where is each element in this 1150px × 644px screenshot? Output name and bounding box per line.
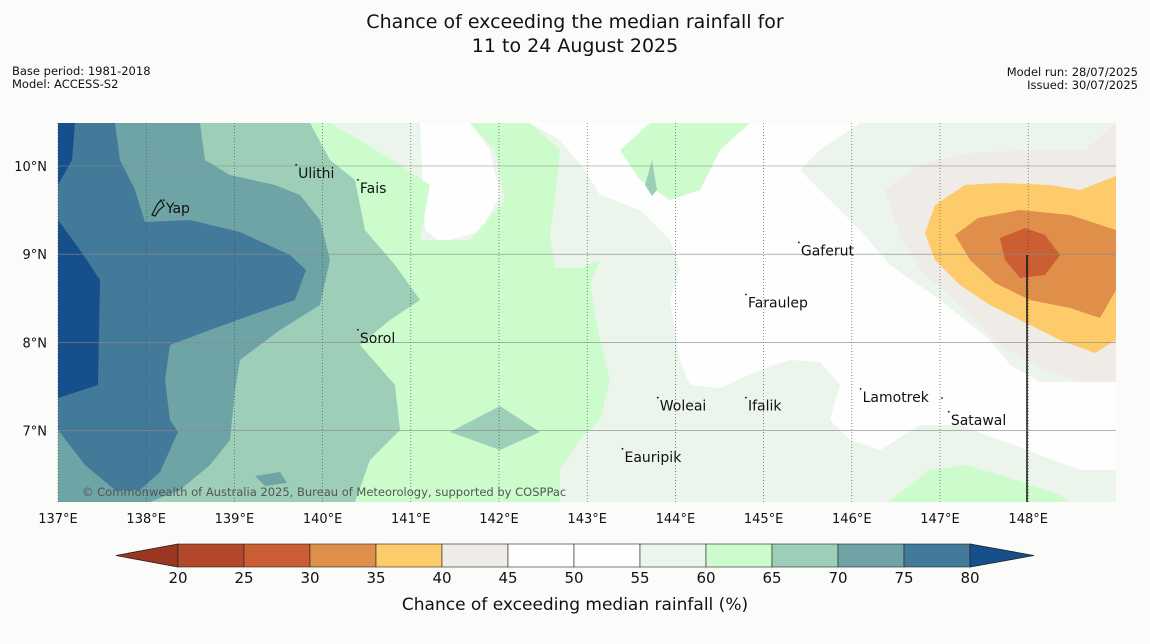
colorbar-tick-label: 75 [894,569,913,587]
contour-60-65-south [888,465,1070,502]
colorbar-tick-label: 70 [828,569,847,587]
colorbar-tick-label: 40 [432,569,451,587]
place-label: Satawal [951,413,1006,429]
meta-left: Base period: 1981-2018 Model: ACCESS-S2 [12,65,151,91]
colorbar-tick-label: 80 [960,569,979,587]
colorbar: 20 25 30 35 40 45 50 55 60 65 70 75 80 [115,543,1035,587]
lon-tick-label: 138°E [126,512,166,527]
colorbar-segment [771,543,839,568]
place-label: Yap [165,201,190,217]
copyright-text: © Commonwealth of Australia 2025, Bureau… [82,485,566,499]
map-title-line1: Chance of exceeding the median rainfall … [366,11,784,33]
place-marker [745,396,747,399]
place-marker [295,163,298,166]
contour-75-80 [58,123,306,490]
lon-tick-label: 142°E [479,512,519,527]
lon-tick-label: 148°E [1008,512,1048,527]
place-marker [947,410,950,413]
colorbar-segment [573,543,641,568]
colorbar-tick-label: 65 [762,569,781,587]
colorbar-over-arrow [969,543,1035,568]
colorbar-tick-label: 45 [498,569,517,587]
contour-65-70-north-patch [645,160,657,196]
lon-tick-label: 137°E [38,512,78,527]
lat-tick-label: 7°N [23,425,48,440]
colorbar-segment [309,543,377,568]
place-label: Lamotrek [863,390,930,406]
lat-tick-label: 10°N [14,160,47,175]
contour-25-30 [1000,228,1060,278]
place-marker [745,293,747,296]
model-name: Model: ACCESS-S2 [12,77,119,91]
place-label: Gaferut [801,243,855,259]
colorbar-tick-label: 60 [696,569,715,587]
lon-tick-label: 144°E [656,512,696,527]
lon-tick-label: 146°E [832,512,872,527]
colorbar-segment [441,543,509,568]
issued-date: Issued: 30/07/2025 [1027,78,1138,92]
lat-tick-label: 8°N [23,336,48,351]
contour-80-plus [58,123,100,398]
island-dot [941,397,943,399]
colorbar-segment [177,543,245,568]
graticule [57,123,1116,502]
yap-island-shape [151,198,165,217]
place-marker [859,387,862,390]
place-marker [656,396,659,399]
colorbar-tick-label: 30 [300,569,319,587]
place-marker [356,178,359,181]
place-marker [621,447,624,450]
model-run: Model run: 28/07/2025 [1006,65,1138,79]
place-label: Fais [360,181,387,197]
lat-tick-label: 9°N [23,248,48,263]
colorbar-segment [243,543,311,568]
colorbar-title: Chance of exceeding median rainfall (%) [402,595,748,615]
place-label: Ifalik [748,399,782,415]
colorbar-tick-label: 55 [630,569,649,587]
colorbar-tick-label: 20 [168,569,187,587]
colorbar-under-arrow [115,543,179,568]
lon-tick-label: 147°E [920,512,960,527]
axis-labels: 137°E 138°E 139°E 140°E 141°E 142°E 143°E 144°E… [14,160,1048,527]
colorbar-segment [375,543,443,568]
contour-45-55-west [420,123,500,242]
place-labels: Ulithi Fais Yap Gaferut Faraulep Sorol Woleai I… [162,163,1006,466]
place-label: Sorol [360,331,395,347]
colorbar-tick-label: 25 [234,569,253,587]
colorbar-segment [507,543,575,568]
base-period: Base period: 1981-2018 [12,64,151,78]
lon-tick-label: 145°E [744,512,784,527]
place-marker [356,328,359,331]
place-marker [162,199,165,202]
place-label: Ulithi [298,166,334,182]
meta-right: Model run: 28/07/2025 Issued: 30/07/2025 [1007,66,1138,92]
place-label: Woleai [660,399,707,415]
map-title-line2: 11 to 24 August 2025 [471,35,679,57]
contour-70-75-patch [255,472,287,486]
place-marker [797,241,800,244]
colorbar-segment [903,543,971,568]
lon-tick-label: 139°E [215,512,255,527]
lon-tick-label: 141°E [391,512,431,527]
contour-45-55-east [530,123,1116,470]
colorbar-segment [705,543,773,568]
place-label: Faraulep [748,295,808,311]
place-label: Eauripik [624,450,682,466]
colorbar-segment [639,543,707,568]
contour-65-70-south-patch [450,406,540,450]
colorbar-tick-label: 35 [366,569,385,587]
lon-tick-label: 140°E [303,512,343,527]
lon-tick-label: 143°E [567,512,607,527]
colorbar-tick-label: 50 [564,569,583,587]
colorbar-segment [837,543,905,568]
